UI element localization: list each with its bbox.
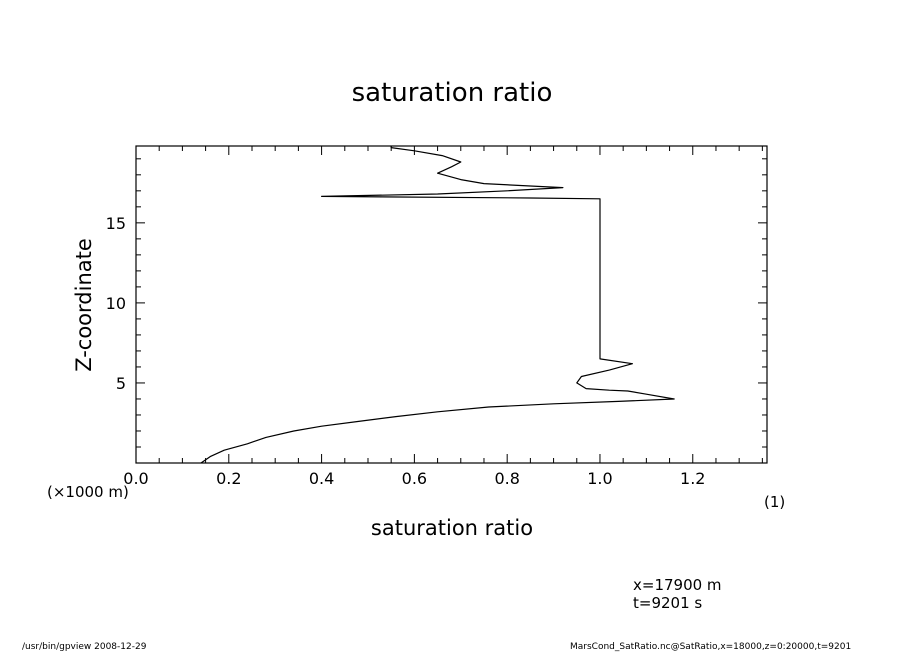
plot-frame: [135, 145, 768, 464]
x-tick-label: 0.8: [494, 469, 519, 488]
x-axis-unit: (×1000 m): [47, 483, 129, 501]
footer-left: /usr/bin/gpview 2008-12-29: [22, 642, 147, 652]
x-tick-label: 0.6: [402, 469, 427, 488]
series-line: [200, 146, 675, 464]
y-axis-unit: (1): [764, 493, 786, 511]
x-tick-label: 0.2: [216, 469, 241, 488]
axis-tick-labels: 0.0 0.2 0.4 0.6 0.8 1.0 1.2 5 10 15: [106, 214, 706, 488]
x-tick-label: 0.4: [309, 469, 334, 488]
y-axis-label: Z-coordinate: [72, 238, 96, 372]
x-tick-label: 1.0: [587, 469, 612, 488]
x-tick-label: 0.0: [123, 469, 148, 488]
info-t: t=9201 s: [633, 594, 703, 612]
series-layer: [200, 146, 675, 464]
info-x: x=17900 m: [633, 576, 722, 594]
y-tick-label: 10: [106, 294, 126, 313]
x-tick-label: 1.2: [680, 469, 705, 488]
chart-title: saturation ratio: [351, 78, 553, 108]
axis-ticks: [135, 146, 767, 463]
info-box: x=17900 m t=9201 s: [633, 576, 722, 612]
y-tick-label: 5: [116, 374, 126, 393]
footer-right: MarsCond_SatRatio.nc@SatRatio,x=18000,z=…: [570, 642, 852, 652]
x-axis-label: saturation ratio: [370, 516, 534, 540]
y-tick-label: 15: [106, 214, 126, 233]
